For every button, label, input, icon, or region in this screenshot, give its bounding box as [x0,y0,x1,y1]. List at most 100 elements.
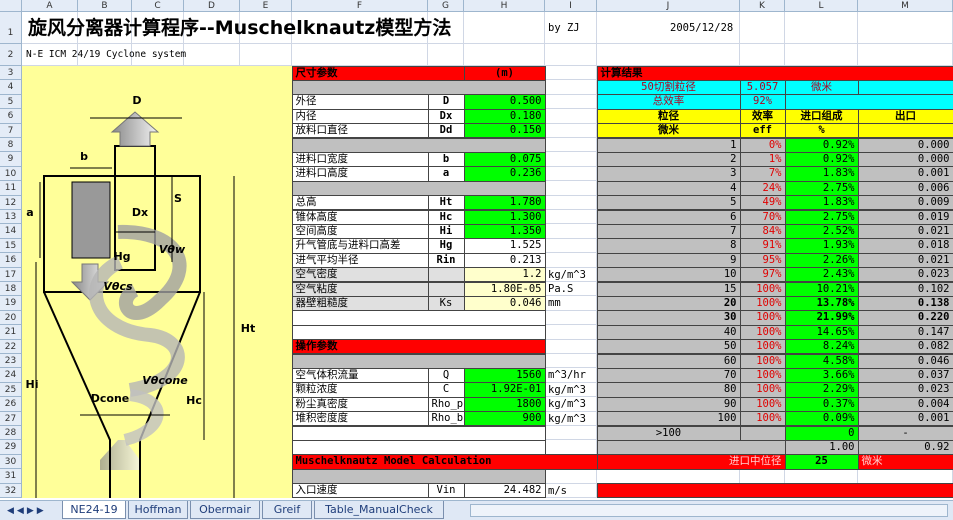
row-header: 27 [0,411,22,426]
horizontal-scrollbar[interactable] [470,504,948,517]
row-header: 21 [0,325,22,340]
row-header: 32 [0,483,22,498]
param-symbol: Ks [427,295,465,312]
sheet-tab[interactable]: Table_ManualCheck [314,501,444,519]
inlet-composition: 1.93% [784,238,859,254]
grid-cell [132,44,184,66]
inlet-composition: 0 [784,425,859,441]
row-header: 16 [0,253,22,268]
blank-row [291,79,546,96]
row-header: 13 [0,210,22,225]
grid-cell [78,44,132,66]
param-value: 0.046 [463,295,546,312]
column-title: % [784,123,859,139]
grid-cell [464,44,545,66]
date: 2005/12/28 [670,22,734,34]
outlet: 0.000 [857,151,953,168]
param-symbol: Q [427,367,465,384]
param-label: 进料口宽度 [291,151,429,168]
param-value: 1.525 [463,238,546,254]
outlet: 0.018 [857,238,953,254]
grid-cell [184,12,240,44]
param-label: 颗粒浓度 [291,382,429,398]
blank-row [291,439,546,456]
param-symbol: C [427,382,465,398]
row-header: 19 [0,296,22,311]
param-value: 0.213 [463,252,546,269]
sheet-tab[interactable]: NE24-19 [62,501,126,519]
section-unit: (m) [463,65,546,81]
grid-cell [545,12,597,44]
param-label: 进气平均半径 [291,252,429,269]
row-header: 31 [0,469,22,484]
sheet-tabs: ◀◀▶▶ NE24-19 Hoffman Obermair Greif Table_Man… [0,500,953,520]
grid-cell [545,80,597,95]
row-header: 23 [0,354,22,369]
grid-cell [545,195,597,210]
cut-size-label: 50切割粒径 [596,79,741,96]
row-header: 12 [0,195,22,210]
inlet-composition: 21.99% [784,310,859,326]
particle-size: 6 [596,209,741,225]
param-symbol: Dd [427,123,465,139]
param-label: 锥体高度 [291,209,429,225]
sheet-tab[interactable]: Obermair [190,501,260,519]
column-header: A [22,0,78,12]
grid-cell [545,325,597,340]
median-value: 25 [784,454,859,470]
particle-size: 90 [596,396,741,413]
grid-cell [785,12,858,44]
inlet-composition: 13.78% [784,295,859,312]
title: 旋风分离器计算程序--Muschelknautz模型方法 [28,17,452,39]
param-value: 0.180 [463,108,546,125]
param-label: 进料口高度 [291,166,429,182]
sheet-tab[interactable]: Greif [262,501,312,519]
efficiency: 100% [739,310,786,326]
param-symbol: Rin [427,252,465,269]
sheet-tab[interactable]: Hoffman [128,501,188,519]
section-header: 尺寸参数 [291,65,465,81]
param-symbol: b [427,151,465,168]
param-symbol: Hg [427,238,465,254]
column-header: I [545,0,597,12]
param-symbol [427,267,465,283]
param-symbol: Dx [427,108,465,125]
efficiency: 49% [739,195,786,211]
particle-size: 7 [596,223,741,240]
particle-size: 40 [596,324,741,341]
diagram-label: Ht [241,322,255,335]
efficiency: 100% [739,411,786,427]
param-label: 放料口直径 [291,123,429,139]
blank-row [291,468,546,485]
grid-cell [545,138,597,153]
row-header: 1 [0,12,22,44]
blank-row [291,137,546,153]
diagram-label: Vθcone [142,374,188,387]
blank-row [291,353,546,369]
efficiency: 100% [739,295,786,312]
blank-row [291,425,546,441]
column-header: B [78,0,132,12]
outlet: 0.023 [857,382,953,398]
outlet: 0.000 [857,137,953,153]
inlet-composition: 8.24% [784,339,859,355]
grid-cell [240,12,292,44]
row-header: 6 [0,109,22,124]
outlet: 0.082 [857,339,953,355]
param-symbol: D [427,94,465,110]
particle-size: 5 [596,195,741,211]
param-value: 0.236 [463,166,546,182]
column-header: C [132,0,184,12]
grid-cell [545,166,597,182]
particle-size: 30 [596,310,741,326]
inlet-composition: 0.09% [784,411,859,427]
outlet: - [857,425,953,441]
grid-cell [858,469,953,484]
column-title: 粒径 [596,108,741,125]
particle-size: 100 [596,411,741,427]
author: by ZJ [548,22,580,34]
param-value: 900 [463,411,546,427]
param-unit: kg/m^3 [548,398,586,411]
blank-row [291,324,546,341]
grid-cell [597,469,740,484]
